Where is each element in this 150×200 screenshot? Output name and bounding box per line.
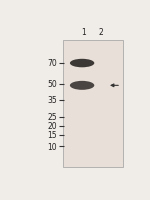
Text: 35: 35 bbox=[47, 96, 57, 105]
Text: 70: 70 bbox=[47, 59, 57, 68]
Text: 1: 1 bbox=[81, 28, 86, 37]
Text: 10: 10 bbox=[48, 142, 57, 151]
Text: 25: 25 bbox=[48, 113, 57, 122]
Text: 15: 15 bbox=[48, 131, 57, 140]
Bar bbox=[63, 41, 123, 167]
Ellipse shape bbox=[70, 81, 94, 90]
Text: 20: 20 bbox=[48, 121, 57, 130]
Ellipse shape bbox=[70, 59, 94, 68]
Text: 50: 50 bbox=[47, 80, 57, 89]
Text: 2: 2 bbox=[99, 28, 104, 37]
